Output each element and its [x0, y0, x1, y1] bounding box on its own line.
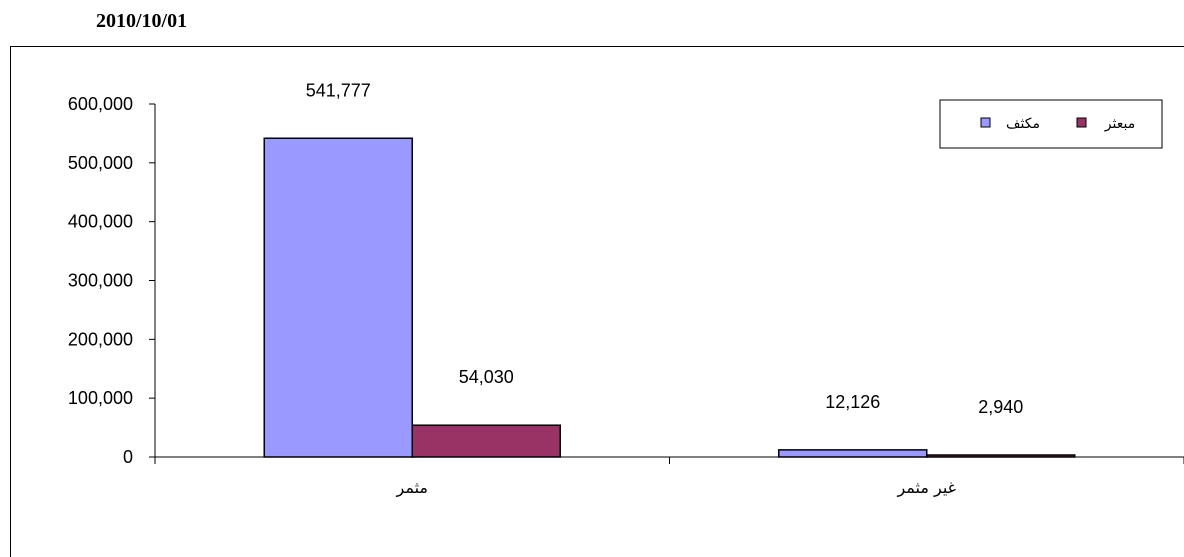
bar — [926, 454, 1076, 458]
x-axis: مثمر غير مثمر — [154, 456, 1184, 498]
x-category-label: مثمر — [396, 478, 428, 498]
y-tick-label: 400,000 — [68, 212, 133, 232]
x-category-label: غير مثمر — [896, 478, 956, 498]
y-tick-label: 0 — [123, 447, 133, 467]
legend-swatch — [980, 117, 991, 128]
legend-swatch — [1076, 117, 1087, 128]
y-tick-label: 200,000 — [68, 329, 133, 349]
y-axis: 0 100,000 200,000 300,000 400,000 500,000 600,… — [68, 94, 156, 467]
data-label: 2,940 — [978, 397, 1023, 417]
chart-frame — [10, 46, 1184, 557]
y-tick-label: 300,000 — [68, 271, 133, 291]
bars — [263, 137, 1076, 458]
data-labels: 541,777 54,030 12,126 2,940 — [306, 80, 1024, 417]
legend-label: مكثف — [1006, 116, 1040, 132]
legend-label: مبعثر — [1104, 116, 1135, 132]
legend-box — [939, 99, 1163, 149]
data-label: 54,030 — [459, 367, 514, 387]
y-tick-label: 100,000 — [68, 388, 133, 408]
bar — [263, 137, 413, 458]
data-label: 12,126 — [825, 392, 880, 412]
y-tick-label: 600,000 — [68, 94, 133, 114]
bar — [411, 424, 561, 458]
data-label: 541,777 — [306, 80, 371, 100]
legend: مبعثر مكثف — [939, 99, 1163, 149]
bar — [778, 449, 928, 458]
y-tick-label: 500,000 — [68, 153, 133, 173]
chart-date-title: 2010/10/01 — [96, 10, 188, 32]
